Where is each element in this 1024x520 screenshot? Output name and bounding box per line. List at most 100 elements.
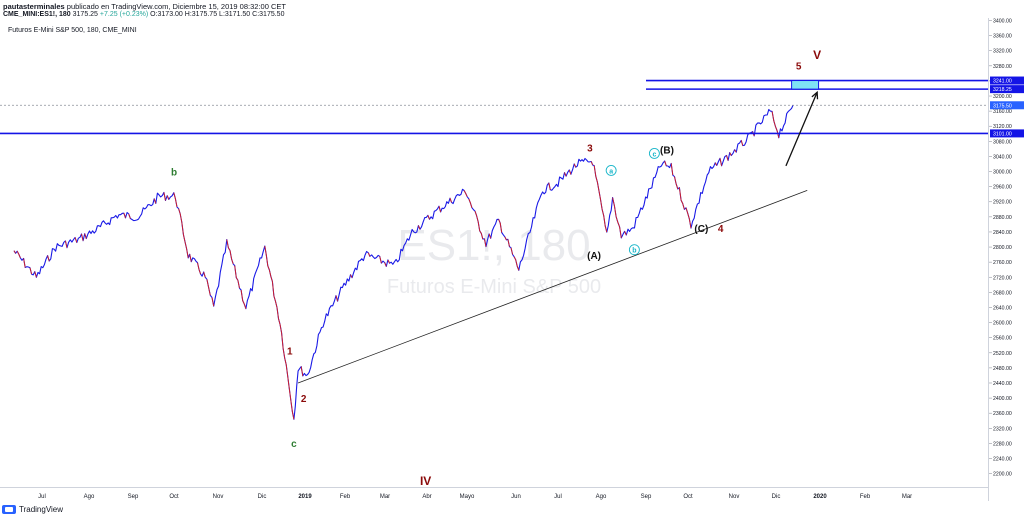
y-tick-label: 3360.00 — [993, 34, 1012, 40]
time-axis[interactable]: Jul Ago Sep Oct Nov Dic 2019 Feb Mar Abr Mayo Jun Ju… — [0, 487, 988, 502]
wave-label-circle-b — [628, 244, 640, 256]
ohlc-open: O:3173.00 — [150, 11, 183, 18]
price-tag-3218: 3218.25 — [993, 87, 1012, 93]
x-tick-label: Abr — [422, 494, 431, 500]
wave-label-5[interactable]: 5 — [796, 62, 802, 73]
x-tick-label: Jun — [511, 494, 521, 500]
price-series-down-ticks — [13, 111, 780, 420]
x-tick-label: Dic — [772, 494, 781, 500]
x-tick-label: Sep — [641, 494, 652, 500]
price-tag-last-bg — [990, 101, 1024, 110]
price-tag-3101-bg — [990, 129, 1024, 138]
y-tick-label: 2360.00 — [993, 411, 1012, 417]
price-tag-3241-bg — [990, 76, 1024, 85]
y-tick-label: 2640.00 — [993, 305, 1012, 311]
y-tick-label: 2880.00 — [993, 215, 1012, 221]
x-tick-label: Jul — [554, 494, 562, 500]
y-tick-label: 3120.00 — [993, 124, 1012, 130]
support-trendline[interactable] — [297, 190, 808, 384]
watermark-name: Futuros E-Mini S&P 500 — [387, 276, 601, 298]
x-tick-label: Nov — [213, 494, 224, 500]
price-tag-last: 3175.50 — [993, 103, 1012, 109]
tradingview-footer[interactable]: TradingView — [2, 505, 63, 514]
x-tick-label: Ago — [84, 494, 95, 500]
price-tag-3241: 3241.00 — [993, 79, 1012, 85]
symbol-name: CME_MINI:ES1!, 180 — [3, 11, 71, 18]
y-tick-label: 2760.00 — [993, 260, 1012, 266]
x-tick-label: Mar — [380, 494, 390, 500]
author-name: pautasterminales — [3, 2, 65, 11]
projection-arrow[interactable] — [785, 91, 818, 167]
y-tick-label: 2560.00 — [993, 336, 1012, 342]
ohlc-low: L:3171.50 — [219, 11, 251, 18]
x-tick-label: Ago — [596, 494, 607, 500]
x-tick-label: Feb — [860, 494, 871, 500]
price-chart[interactable]: ES1!, 180 Futuros E-Mini S&P 500 V5 3 b 1 2 c… — [0, 18, 988, 501]
wave-label-1[interactable]: 1 — [287, 347, 293, 358]
price-change: +7.25 (+0.23%) — [99, 11, 149, 18]
y-tick-label: 2520.00 — [993, 351, 1012, 357]
x-tick-label: Feb — [340, 494, 351, 500]
y-tick-label: 2960.00 — [993, 185, 1012, 191]
y-tick-label: 2480.00 — [993, 366, 1012, 372]
wave-label-c[interactable]: c — [291, 439, 297, 450]
price-series-line — [13, 105, 794, 420]
price-tag-3218-bg — [990, 85, 1024, 94]
wave-label-a-minor[interactable]: a — [609, 168, 613, 175]
x-tick-label: Mar — [902, 494, 912, 500]
x-tick-label: Oct — [169, 494, 179, 500]
wave-label-iv[interactable]: IV — [420, 474, 431, 488]
wave-label-a[interactable]: (A) — [587, 251, 601, 262]
x-tick-label: 2019 — [298, 494, 312, 500]
y-tick-label: 3000.00 — [993, 170, 1012, 176]
target-zone-box[interactable] — [791, 80, 820, 90]
y-tick-label: 2680.00 — [993, 290, 1012, 296]
y-tick-label: 3160.00 — [993, 109, 1012, 115]
wave-label-circle-a — [605, 164, 617, 176]
x-tick-label: Jul — [38, 494, 46, 500]
quote-line: CME_MINI:ES1!, 180 3175.25 +7.25 (+0.23%… — [3, 11, 284, 18]
y-tick-label: 2720.00 — [993, 275, 1012, 281]
y-tick-label: 2280.00 — [993, 441, 1012, 447]
ohlc-high: H:3175.75 — [184, 11, 218, 18]
wave-label-c[interactable]: (C) — [694, 224, 708, 235]
y-tick-label: 2200.00 — [993, 472, 1012, 478]
y-tick-label: 3040.00 — [993, 154, 1012, 160]
x-tick-label: Nov — [729, 494, 740, 500]
publish-info: pautasterminales publicado en TradingVie… — [3, 2, 286, 11]
wave-label-2[interactable]: 2 — [301, 394, 307, 405]
wave-label-circle-c — [648, 147, 660, 159]
y-tick-label: 3320.00 — [993, 49, 1012, 55]
watermark-ticker: ES1!, 180 — [397, 221, 590, 270]
wave-label-b[interactable]: b — [171, 167, 177, 178]
wave-label-v[interactable]: V — [813, 48, 821, 62]
x-tick-label: Mayo — [460, 494, 475, 500]
brand-name: TradingView — [19, 505, 64, 514]
x-tick-label: 2020 — [813, 494, 827, 500]
price-tag-3101: 3101.00 — [993, 131, 1012, 137]
x-tick-label: Dic — [258, 494, 267, 500]
y-tick-label: 2800.00 — [993, 245, 1012, 251]
y-tick-label: 2840.00 — [993, 230, 1012, 236]
publish-date: publicado en TradingView.com, Diciembre … — [66, 2, 286, 11]
y-tick-label: 2920.00 — [993, 200, 1012, 206]
y-tick-label: 2600.00 — [993, 321, 1012, 327]
y-tick-label: 3200.00 — [993, 94, 1012, 100]
y-tick-label: 2320.00 — [993, 426, 1012, 432]
x-tick-label: Oct — [683, 494, 693, 500]
wave-label-3[interactable]: 3 — [587, 144, 593, 155]
wave-label-4[interactable]: 4 — [718, 224, 724, 235]
last-price: 3175.25 — [72, 11, 98, 18]
wave-label-c-minor[interactable]: c — [652, 151, 656, 158]
projection-arrow-head — [811, 90, 819, 100]
ohlc-close: C:3175.50 — [252, 11, 285, 18]
y-tick-label: 2440.00 — [993, 381, 1012, 387]
y-tick-label: 2240.00 — [993, 457, 1012, 463]
wave-label-b-minor[interactable]: b — [632, 248, 636, 255]
y-tick-label: 3280.00 — [993, 64, 1012, 70]
tradingview-logo-icon — [2, 505, 16, 514]
wave-label-b[interactable]: (B) — [660, 145, 674, 156]
y-tick-label: 3400.00 — [993, 19, 1012, 25]
y-tick-label: 3080.00 — [993, 139, 1012, 145]
price-axis[interactable]: 3400.003360.003320.003280.003240.003200.… — [988, 18, 1024, 501]
